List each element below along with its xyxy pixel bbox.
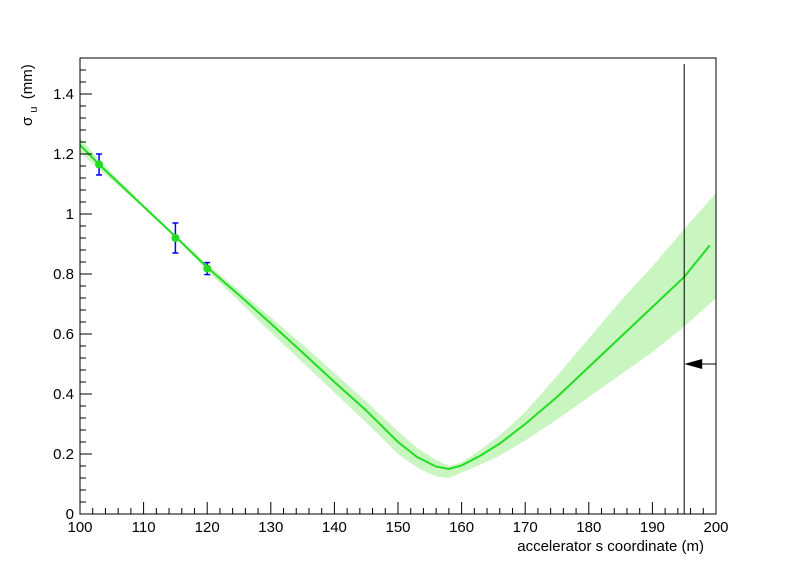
data-point <box>95 160 104 169</box>
x-tick-label: 200 <box>703 519 728 536</box>
y-tick-label: 0 <box>66 506 74 523</box>
x-tick-label: 160 <box>449 519 474 536</box>
y-axis-title: σ u (mm) <box>19 64 41 126</box>
fit-curve-layer <box>79 144 711 471</box>
uncertainty-band-layer <box>80 137 716 478</box>
fit-curve <box>79 144 711 471</box>
y-tick-label: 0.4 <box>53 386 74 403</box>
measurement-points-layer <box>95 153 212 276</box>
y-axis-subscript: u <box>28 106 40 112</box>
x-tick-label: 100 <box>67 519 92 536</box>
x-tick-label: 150 <box>385 519 410 536</box>
y-tick-label: 0.2 <box>53 446 74 463</box>
uncertainty-band <box>80 137 716 478</box>
y-tick-labels: 0 0.2 0.4 0.6 0.8 1 1.2 1.4 <box>53 86 74 523</box>
x-tick-labels: 100 110 120 130 140 150 160 170 180 190 200 <box>67 519 728 536</box>
y-tick-label: 0.8 <box>53 266 74 283</box>
y-tick-label: 1.2 <box>53 146 74 163</box>
y-axis-symbol: σ <box>19 116 36 126</box>
measurement-point <box>203 261 212 276</box>
y-axis-unit: (mm) <box>19 64 36 99</box>
y-tick-label: 1.4 <box>53 86 74 103</box>
y-tick-label: 1 <box>66 206 74 223</box>
x-tick-label: 120 <box>195 519 220 536</box>
data-point <box>203 264 212 273</box>
annotation-layer <box>683 64 716 514</box>
x-tick-label: 190 <box>640 519 665 536</box>
x-tick-label: 140 <box>322 519 347 536</box>
x-tick-label: 180 <box>576 519 601 536</box>
y-tick-label: 0.6 <box>53 326 74 343</box>
measurement-point <box>171 222 180 254</box>
arrow-head <box>684 359 703 369</box>
x-tick-label: 130 <box>258 519 283 536</box>
axes-layer <box>79 57 717 515</box>
x-tick-label: 170 <box>513 519 538 536</box>
measurement-point <box>95 153 104 176</box>
data-point <box>171 234 180 242</box>
svg-text:σ u (mm): σ u (mm) <box>19 64 41 126</box>
x-axis-title: accelerator s coordinate (m) <box>517 538 704 555</box>
x-tick-label: 110 <box>132 519 156 536</box>
